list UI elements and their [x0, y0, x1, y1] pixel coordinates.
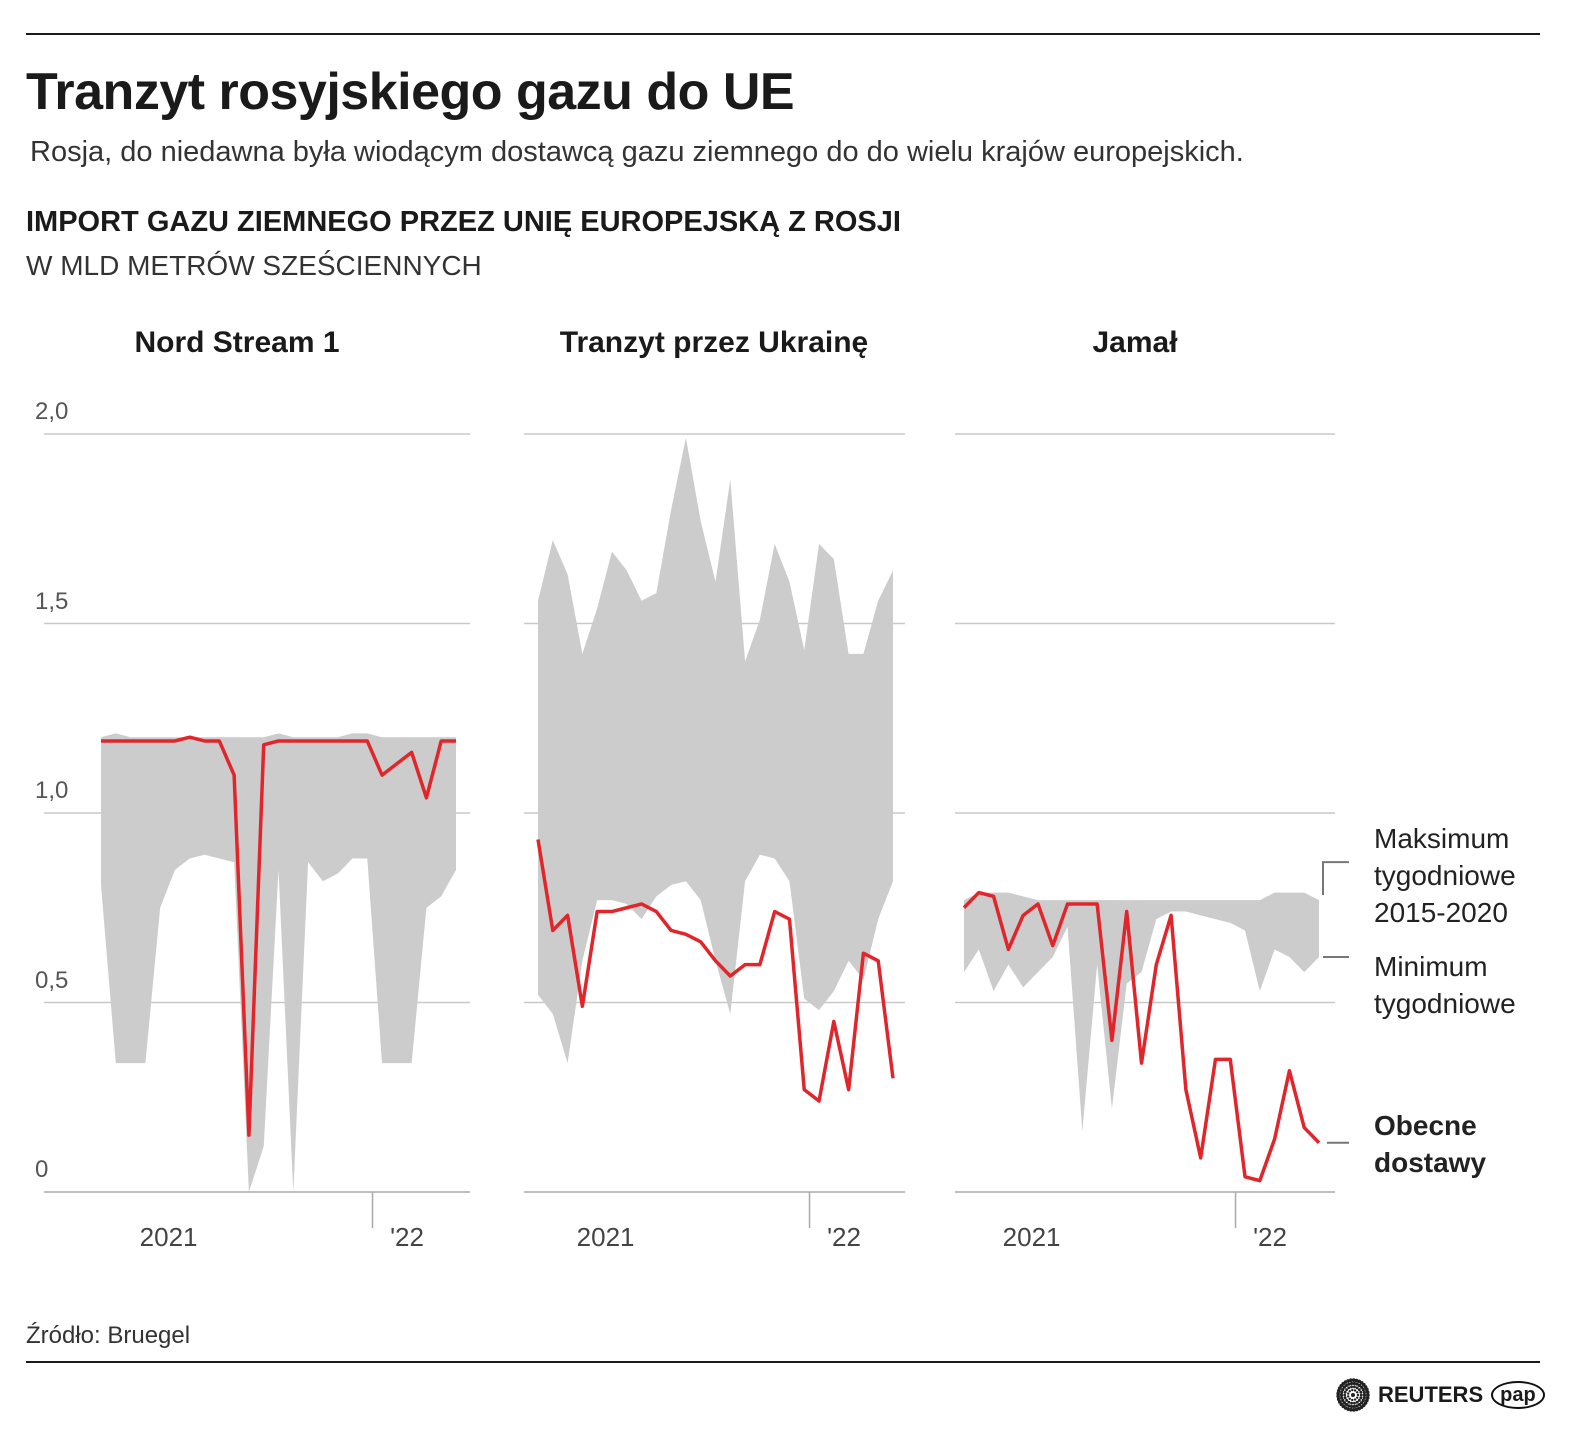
- panel-title-jamal: Jamał: [1092, 326, 1178, 359]
- x-tick-label: 2021: [139, 1222, 198, 1252]
- unit-label: W MLD METRÓW SZEŚCIENNYCH: [26, 250, 482, 281]
- legend-max-line3: 2015-2020: [1374, 897, 1508, 928]
- y-tick-label: 2,0: [35, 398, 69, 425]
- x-tick-label: 2021: [1002, 1222, 1061, 1252]
- y-tick-label: 0: [35, 1156, 49, 1183]
- x-tick-label: 2021: [576, 1222, 635, 1252]
- x-tick-label: '22: [390, 1222, 424, 1252]
- range-area-2015-2020: [538, 437, 893, 1064]
- range-area-2015-2020: [964, 892, 1319, 1132]
- reuters-logo-icon: [1336, 1378, 1370, 1412]
- legend-max-line1: Maksimum: [1374, 823, 1510, 854]
- logos: REUTERS pap: [1336, 1378, 1545, 1412]
- y-tick-label: 0,5: [35, 966, 69, 994]
- top-rule: [26, 33, 1540, 35]
- legend-min: Minimum tygodniowe: [1374, 948, 1516, 1022]
- y-tick-label: 1,5: [35, 587, 69, 615]
- reuters-logo: REUTERS: [1378, 1382, 1484, 1407]
- page-title: Tranzyt rosyjskiego gazu do UE: [26, 63, 795, 121]
- panel-title-nord-stream: Nord Stream 1: [134, 326, 340, 359]
- legend-min-line1: Minimum: [1374, 951, 1488, 982]
- legend-current-line2: dostawy: [1374, 1147, 1487, 1178]
- legend-min-line2: tygodniowe: [1374, 988, 1516, 1019]
- pap-logo: pap: [1491, 1381, 1545, 1409]
- bottom-rule: [26, 1361, 1540, 1363]
- legend-current-line1: Obecne: [1374, 1110, 1477, 1141]
- legend-max-bracket: [1322, 861, 1349, 896]
- current-supply-line: [962, 890, 1321, 1183]
- current-supply-line: [536, 839, 895, 1103]
- legend-max-line2: tygodniowe: [1374, 860, 1516, 891]
- chart-title: IMPORT GAZU ZIEMNEGO PRZEZ UNIĘ EUROPEJS…: [26, 206, 901, 238]
- x-tick-label: '22: [1253, 1222, 1287, 1252]
- legend-current: Obecne dostawy: [1374, 1107, 1486, 1181]
- y-tick-label: 1,0: [35, 777, 69, 804]
- range-area-2015-2020: [101, 733, 456, 1192]
- current-supply-line: [101, 735, 456, 1137]
- source-note: Źródło: Bruegel: [26, 1322, 191, 1349]
- panel-title-ukraine: Tranzyt przez Ukrainę: [559, 326, 869, 359]
- subtitle: Rosja, do niedawna była wiodącym dostawc…: [30, 136, 1244, 168]
- x-tick-label: '22: [827, 1222, 861, 1252]
- legend-max: Maksimum tygodniowe 2015-2020: [1374, 820, 1516, 931]
